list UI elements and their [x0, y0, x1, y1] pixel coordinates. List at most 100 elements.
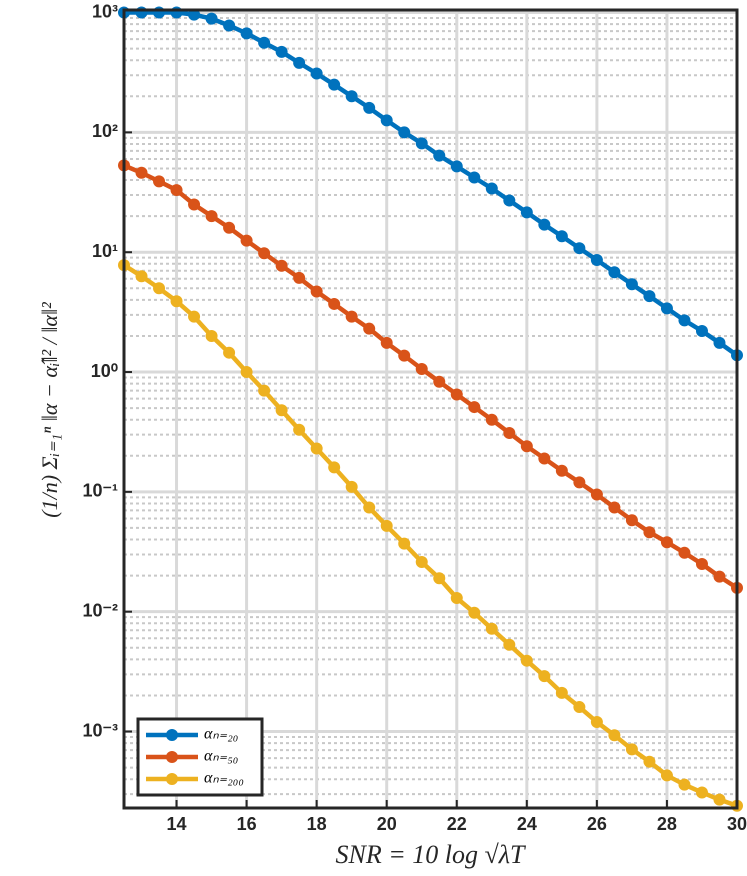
data-point: [240, 366, 253, 379]
y-tick-label: 10³: [92, 1, 118, 21]
data-point: [520, 440, 533, 453]
data-point: [188, 198, 201, 211]
data-point: [555, 464, 568, 477]
data-point: [678, 314, 691, 327]
data-point: [153, 6, 166, 19]
data-point: [240, 27, 253, 40]
data-point: [433, 375, 446, 388]
data-point: [275, 259, 288, 272]
data-point: [713, 793, 726, 806]
y-tick-label: 10⁻³: [82, 720, 118, 740]
data-point: [223, 221, 236, 234]
data-point: [450, 160, 463, 173]
data-point: [608, 729, 621, 742]
data-point: [590, 716, 603, 729]
data-point: [293, 271, 306, 284]
data-point: [573, 476, 586, 489]
legend-marker: [166, 751, 178, 763]
data-point: [625, 743, 638, 756]
x-axis-label: SNR = 10 log √λT: [336, 840, 527, 869]
data-point: [223, 346, 236, 359]
data-point: [695, 786, 708, 799]
data-point: [590, 254, 603, 267]
data-point: [135, 270, 148, 283]
data-point: [415, 555, 428, 568]
legend-label: αₙ₌₂₀₀: [204, 770, 244, 787]
data-point: [153, 282, 166, 295]
x-tick-label: 24: [517, 814, 537, 834]
data-point: [258, 247, 271, 260]
data-point: [695, 558, 708, 571]
y-tick-label: 10⁰: [91, 361, 118, 381]
data-point: [555, 230, 568, 243]
legend-marker: [166, 729, 178, 741]
legend: αₙ₌₂₀ αₙ₌₅₀ αₙ₌₂₀₀: [136, 717, 264, 797]
data-point: [170, 184, 183, 197]
data-point: [275, 404, 288, 417]
y-tick-label: 10²: [92, 121, 118, 141]
data-point: [188, 310, 201, 323]
data-point: [135, 6, 148, 19]
data-point: [625, 514, 638, 527]
data-point: [660, 302, 673, 315]
data-point: [450, 592, 463, 605]
y-tick-label: 10⁻²: [82, 600, 118, 620]
data-point: [380, 519, 393, 532]
data-point: [433, 572, 446, 585]
data-point: [678, 778, 691, 791]
data-point: [520, 654, 533, 667]
data-point: [345, 480, 358, 493]
data-point: [363, 322, 376, 335]
data-point: [503, 194, 516, 207]
data-point: [258, 36, 271, 49]
data-point: [293, 56, 306, 69]
data-point: [293, 423, 306, 436]
x-tick-label: 18: [307, 814, 327, 834]
x-tick-label: 26: [587, 814, 607, 834]
data-point: [170, 295, 183, 308]
data-point: [205, 12, 218, 25]
data-point: [590, 488, 603, 501]
data-point: [538, 218, 551, 231]
data-point: [345, 90, 358, 103]
data-point: [573, 701, 586, 714]
data-point: [468, 606, 481, 619]
data-point: [310, 285, 323, 298]
data-point: [328, 461, 341, 474]
data-point: [170, 6, 183, 19]
x-tick-label: 22: [447, 814, 467, 834]
data-point: [468, 401, 481, 414]
plot-frame: [122, 8, 739, 810]
data-point: [555, 686, 568, 699]
data-point: [275, 45, 288, 58]
data-point: [485, 182, 498, 195]
data-point: [363, 501, 376, 514]
data-point: [380, 114, 393, 127]
data-point: [538, 670, 551, 683]
data-point: [398, 126, 411, 139]
data-point: [135, 166, 148, 179]
x-tick-label: 14: [167, 814, 187, 834]
data-point: [695, 324, 708, 337]
data-point: [643, 526, 656, 539]
data-point: [503, 638, 516, 651]
data-point: [328, 78, 341, 91]
data-point: [205, 329, 218, 342]
data-point: [223, 19, 236, 32]
data-point: [153, 175, 166, 188]
x-tick-label: 20: [377, 814, 397, 834]
y-tick-label: 10⁻¹: [82, 481, 118, 501]
data-point: [310, 67, 323, 80]
data-point: [643, 755, 656, 768]
data-point: [345, 310, 358, 323]
data-point: [608, 266, 621, 279]
data-point: [380, 336, 393, 349]
data-point: [433, 149, 446, 162]
data-point: [713, 336, 726, 349]
data-point: [415, 362, 428, 375]
data-point: [398, 537, 411, 550]
data-point: [573, 242, 586, 255]
data-point: [538, 452, 551, 465]
legend-label: αₙ₌₅₀: [204, 748, 238, 765]
